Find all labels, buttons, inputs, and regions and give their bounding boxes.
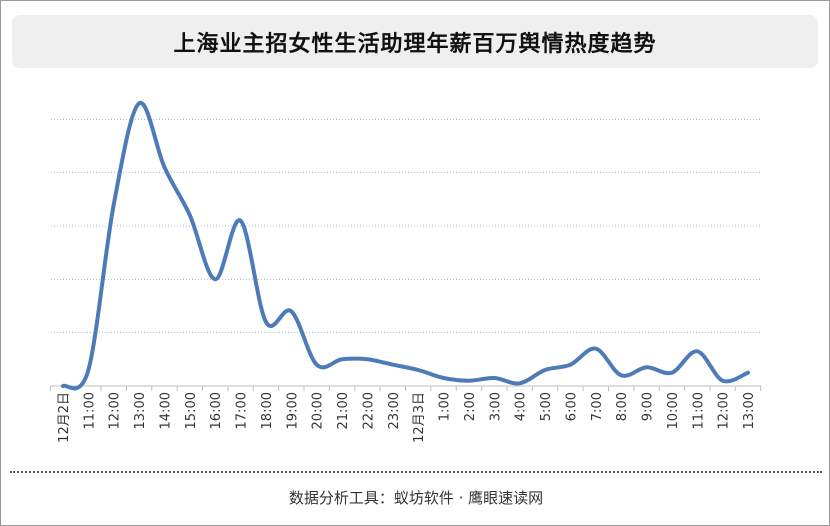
x-tick-label: 15:00 (184, 392, 199, 429)
data-point (340, 357, 344, 361)
x-tick-label: 2:00 (463, 392, 478, 421)
x-tick-label: 17:00 (235, 392, 250, 429)
data-point (86, 368, 90, 372)
x-tick-label: 12月2日 (57, 392, 72, 443)
x-tick-label: 23:00 (387, 392, 402, 429)
x-tick-label: 12月3日 (412, 392, 427, 443)
x-tick-label: 18:00 (260, 392, 275, 429)
x-tick-label: 5:00 (539, 392, 554, 421)
data-point (188, 213, 192, 217)
data-point (213, 277, 217, 281)
data-point (239, 219, 243, 223)
data-point (264, 320, 268, 324)
data-point (162, 165, 166, 169)
x-tick-label: 6:00 (564, 392, 579, 421)
data-point (137, 101, 141, 105)
x-tick-label: 9:00 (641, 392, 656, 421)
data-point (721, 379, 725, 383)
x-tick-label: 1:00 (438, 392, 453, 421)
data-point (568, 363, 572, 367)
x-tick-label: 12:00 (108, 392, 123, 429)
data-point (746, 371, 750, 375)
x-tick-label: 8:00 (615, 392, 630, 421)
data-point (695, 349, 699, 353)
x-tick-label: 10:00 (666, 392, 681, 429)
footer-divider (10, 471, 822, 473)
data-point (416, 368, 420, 372)
chart-title: 上海业主招女性生活助理年薪百万舆情热度趋势 (173, 31, 657, 57)
x-tick-label: 13:00 (742, 392, 757, 429)
series-line (61, 101, 750, 391)
x-tick-label: 3:00 (488, 392, 503, 421)
footer-source: 数据分析工具：蚁坊软件 · 鹰眼速读网 (288, 489, 544, 507)
data-point (670, 371, 674, 375)
data-point (467, 379, 471, 383)
data-point (442, 376, 446, 380)
data-point (492, 376, 496, 380)
x-tick-label: 11:00 (691, 392, 706, 429)
data-point (518, 381, 522, 385)
data-point (289, 309, 293, 313)
x-tick-label: 22:00 (361, 392, 376, 429)
data-point (594, 347, 598, 351)
x-tick-label: 21:00 (336, 392, 351, 429)
x-tick-label: 7:00 (590, 392, 605, 421)
data-point (543, 368, 547, 372)
x-tick-label: 20:00 (311, 392, 326, 429)
data-point (645, 365, 649, 369)
x-tick-label: 13:00 (133, 392, 148, 429)
x-tick-label: 19:00 (285, 392, 300, 429)
x-tick-label: 4:00 (514, 392, 529, 421)
data-point (61, 384, 65, 388)
data-point (619, 373, 623, 377)
data-point (315, 363, 319, 367)
x-tick-label: 16:00 (209, 392, 224, 429)
data-point (391, 363, 395, 367)
x-tick-label: 11:00 (82, 392, 97, 429)
x-tick-label: 14:00 (158, 392, 173, 429)
data-point (112, 203, 116, 207)
x-tick-label: 12:00 (717, 392, 732, 429)
line-chart: 12月2日 11:00 12:00 13:00 14:00 15:00 16:00 17:00… (49, 101, 762, 443)
data-point (365, 357, 369, 361)
title-bar: 上海业主招女性生活助理年薪百万舆情热度趋势 (12, 15, 818, 68)
